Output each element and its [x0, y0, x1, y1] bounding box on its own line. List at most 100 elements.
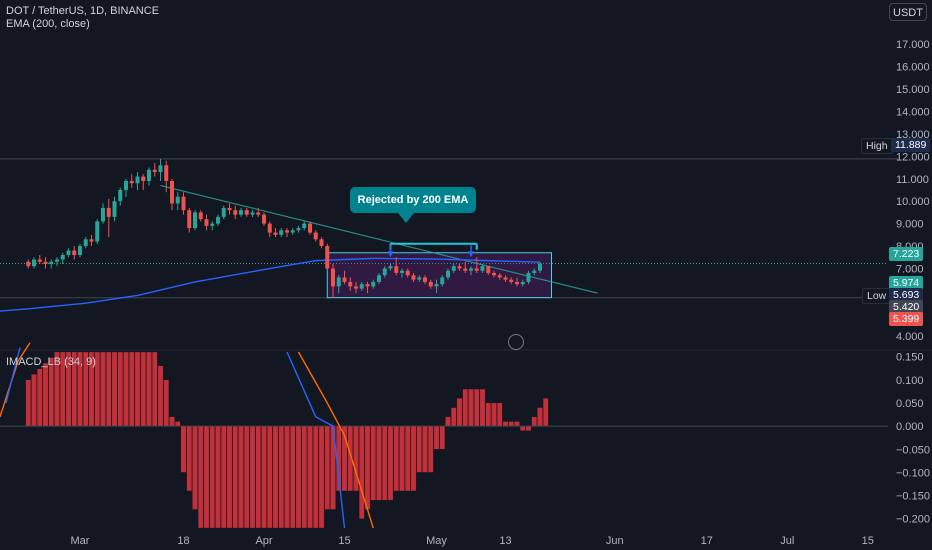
high-label-tag: High — [861, 138, 893, 154]
candle-body — [32, 259, 36, 267]
candle-body — [497, 275, 502, 278]
macd-histogram-bar — [543, 398, 549, 427]
candle-body — [78, 246, 82, 256]
macd-axis-tick: 0.000 — [896, 421, 924, 433]
candle-body — [175, 196, 180, 204]
macd-histogram-bar — [238, 425, 244, 529]
candle-body — [492, 272, 496, 276]
candle-body — [55, 259, 59, 262]
candle-body — [164, 165, 169, 181]
macd-histogram-bar — [140, 351, 146, 427]
candle-body — [428, 281, 433, 287]
candle-body — [135, 176, 140, 184]
macd-histogram-bar — [358, 425, 365, 519]
candle-body — [411, 275, 416, 280]
macd-histogram-bar — [301, 425, 307, 529]
candle-body — [423, 277, 427, 282]
time-axis-tick: Jun — [606, 535, 624, 547]
macd-histogram-bar — [381, 425, 388, 501]
macd-axis-tick: −0.200 — [896, 514, 930, 526]
candle-body — [342, 277, 347, 282]
candle-body — [267, 223, 272, 233]
macd-histogram-bar — [520, 425, 526, 431]
candle-body — [129, 181, 134, 184]
time-axis-tick: 15 — [862, 535, 874, 547]
macd-legend: IMACD_LB (34, 9) — [6, 356, 96, 368]
macd-histogram-bar — [203, 425, 210, 529]
price-tag-5974: 5.974 — [889, 276, 924, 290]
candle-body — [319, 239, 324, 247]
candle-body — [60, 255, 65, 260]
macd-histogram-bar — [255, 425, 261, 529]
macd-histogram-bar — [261, 425, 267, 529]
macd-histogram-bar — [31, 374, 37, 427]
macd-histogram-bar — [387, 425, 394, 501]
macd-histogram-bar — [462, 388, 468, 427]
currency-button[interactable]: USDT — [889, 3, 927, 21]
candle-body — [193, 212, 197, 229]
candle-body — [463, 268, 468, 271]
candle-body — [434, 284, 439, 287]
macd-histogram-bar — [295, 425, 302, 529]
time-axis-tick: 17 — [701, 535, 713, 547]
candle-body — [72, 250, 77, 256]
candle-body — [325, 246, 330, 269]
macd-histogram-bar — [439, 425, 445, 450]
candle-body — [400, 270, 404, 273]
macd-histogram-bar — [537, 407, 543, 427]
macd-histogram-bar — [284, 425, 290, 529]
candle-body — [417, 277, 422, 280]
macd-histogram-bar — [157, 365, 164, 427]
macd-histogram-bar — [272, 425, 279, 529]
macd-histogram-bar — [324, 425, 330, 510]
macd-histogram-bar — [393, 425, 399, 492]
macd-histogram-bar — [514, 421, 520, 427]
candle-body — [66, 250, 71, 256]
candle-body — [394, 266, 399, 273]
macd-histogram-bar — [473, 388, 480, 427]
macd-histogram-bar — [151, 351, 158, 427]
candle-body — [440, 277, 445, 285]
high-value-tag: 11.889 — [891, 138, 931, 152]
candle-body — [538, 263, 542, 271]
macd-histogram-bar — [416, 425, 422, 473]
time-axis-tick: May — [426, 535, 447, 547]
macd-histogram-bar — [134, 351, 141, 427]
candle-body — [239, 210, 243, 215]
macd-histogram-bar — [496, 402, 503, 427]
time-axis-tick: 18 — [177, 535, 189, 547]
candle-body — [520, 281, 525, 285]
candle-body — [296, 228, 301, 231]
candle-body — [382, 268, 387, 276]
macd-histogram-bar — [180, 425, 187, 473]
price-axis-tick: 4.000 — [896, 331, 924, 343]
candle-body — [101, 207, 105, 222]
macd-histogram-bar — [128, 351, 135, 427]
candle-body — [515, 281, 519, 285]
macd-histogram-bar — [42, 362, 49, 427]
candle-body — [388, 266, 393, 269]
candle-body — [124, 181, 128, 190]
macd-axis-tick: −0.100 — [896, 467, 930, 479]
macd-histogram-bar — [174, 421, 181, 427]
candle-body — [290, 230, 295, 233]
candle-body — [37, 259, 42, 262]
candle-body — [469, 268, 473, 271]
candle-body — [480, 266, 485, 271]
candle-body — [89, 239, 94, 242]
time-axis-tick: Mar — [71, 535, 90, 547]
price-axis-tick: 12.000 — [896, 151, 930, 163]
replay-icon[interactable] — [508, 334, 524, 350]
macd-histogram-bar — [232, 425, 238, 529]
candle-body — [187, 210, 192, 229]
candle-body — [526, 272, 531, 282]
macd-axis-tick: 0.150 — [896, 352, 924, 364]
macd-histogram-bar — [100, 351, 106, 427]
candle-body — [503, 277, 508, 280]
macd-axis-tick: −0.150 — [896, 491, 930, 503]
macd-histogram-bar — [192, 425, 198, 510]
macd-histogram-bar — [146, 351, 152, 427]
candle-body — [26, 261, 31, 267]
